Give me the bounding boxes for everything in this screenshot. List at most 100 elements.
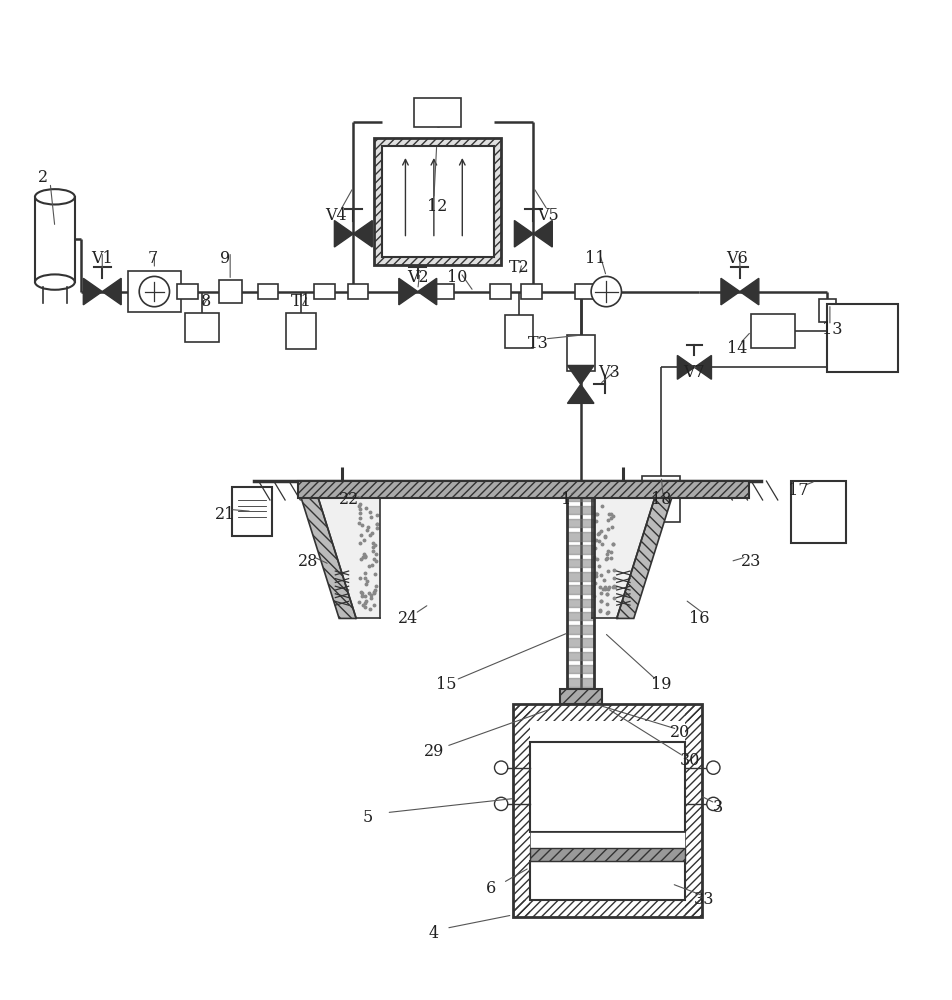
Text: 20: 20 [669,724,689,741]
Circle shape [139,276,169,307]
Bar [521,284,542,299]
Polygon shape [334,221,353,247]
Bar [219,280,241,303]
Bar [512,704,702,917]
Polygon shape [566,638,593,647]
Bar [826,304,897,372]
Text: 2: 2 [37,169,48,186]
Polygon shape [533,221,552,247]
Text: 28: 28 [297,553,318,570]
Polygon shape [566,625,593,634]
Polygon shape [398,278,417,305]
Polygon shape [566,665,593,673]
Text: T2: T2 [508,259,529,276]
Polygon shape [739,278,758,305]
Text: T3: T3 [527,335,548,352]
Text: V1: V1 [91,250,113,267]
Polygon shape [566,691,593,700]
Text: V7: V7 [683,364,704,381]
Text: 21: 21 [215,506,235,523]
Text: 6: 6 [486,880,495,897]
Text: 15: 15 [435,676,456,693]
Bar [529,832,684,848]
Polygon shape [417,278,436,305]
Bar [286,313,316,349]
Polygon shape [566,652,593,660]
Bar [185,313,219,342]
Ellipse shape [35,189,74,204]
Circle shape [590,276,621,307]
Circle shape [706,761,720,774]
Bar [790,481,845,543]
Bar [565,335,594,371]
Text: V4: V4 [326,207,347,224]
Text: 18: 18 [650,491,671,508]
Bar [559,689,601,704]
Bar [232,487,271,536]
Text: 16: 16 [688,610,708,627]
Bar [347,284,368,299]
Bar [432,284,453,299]
Polygon shape [566,519,593,527]
Text: 30: 30 [679,752,699,769]
Polygon shape [616,498,671,618]
Polygon shape [566,559,593,567]
Bar [512,704,529,917]
Circle shape [706,797,720,811]
Bar [529,742,684,832]
Polygon shape [102,278,121,305]
Text: 4: 4 [428,925,439,942]
Text: 8: 8 [201,293,211,310]
Polygon shape [301,498,356,618]
Text: 33: 33 [693,891,713,908]
Polygon shape [566,506,593,514]
Polygon shape [694,355,711,379]
Bar [413,98,461,127]
Bar [684,704,702,917]
Ellipse shape [35,274,74,290]
Text: 9: 9 [220,250,230,267]
Text: 29: 29 [424,743,444,760]
Text: 5: 5 [362,809,372,826]
Text: 12: 12 [426,198,446,215]
Text: 24: 24 [398,610,418,627]
Bar [505,315,533,348]
Polygon shape [720,278,739,305]
Bar [257,284,278,299]
Text: 22: 22 [338,491,358,508]
Polygon shape [566,532,593,541]
Polygon shape [566,678,593,687]
Polygon shape [514,221,533,247]
Polygon shape [83,278,102,305]
Text: 17: 17 [787,482,808,499]
Polygon shape [591,498,654,618]
Text: V6: V6 [725,250,747,267]
Text: 13: 13 [821,321,842,338]
Bar [818,299,835,322]
Bar [512,704,702,721]
Bar [529,861,684,900]
Polygon shape [566,384,593,403]
Bar [512,900,702,917]
Polygon shape [318,498,380,618]
Polygon shape [566,599,593,607]
Circle shape [494,797,507,811]
Bar [642,476,680,522]
Bar [177,284,198,299]
Text: 10: 10 [446,269,467,286]
Polygon shape [566,365,593,384]
Text: V3: V3 [598,364,620,381]
Polygon shape [566,572,593,581]
Text: 19: 19 [650,676,671,693]
Text: 11: 11 [585,250,605,267]
Text: V5: V5 [536,207,558,224]
Polygon shape [566,585,593,594]
Polygon shape [566,498,593,501]
Text: 23: 23 [741,553,761,570]
Bar [382,146,493,257]
Bar [574,284,595,299]
Bar [374,138,501,265]
Text: T1: T1 [290,293,311,310]
Polygon shape [353,221,372,247]
Text: 7: 7 [148,250,157,267]
